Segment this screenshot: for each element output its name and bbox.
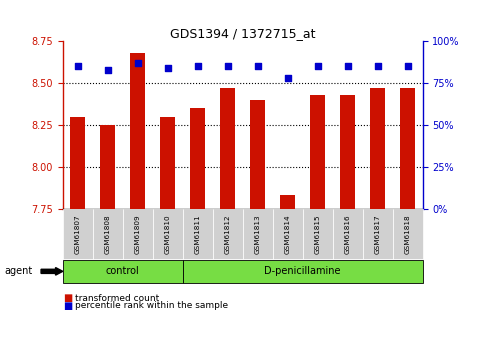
Bar <box>250 100 265 209</box>
Bar <box>370 88 385 209</box>
Text: agent: agent <box>5 266 33 276</box>
Bar <box>400 88 415 209</box>
Point <box>374 64 382 69</box>
Text: GSM61817: GSM61817 <box>375 215 381 254</box>
Bar <box>340 95 355 209</box>
Bar <box>160 117 175 209</box>
Text: percentile rank within the sample: percentile rank within the sample <box>75 301 228 310</box>
Bar <box>190 108 205 209</box>
Text: D-penicillamine: D-penicillamine <box>264 266 341 276</box>
Point <box>194 64 201 69</box>
Text: GSM61809: GSM61809 <box>135 215 141 254</box>
Bar <box>220 88 235 209</box>
Point <box>284 76 292 81</box>
Text: GSM61816: GSM61816 <box>345 215 351 254</box>
Text: GSM61810: GSM61810 <box>165 215 171 254</box>
Point <box>314 64 322 69</box>
Point <box>344 64 352 69</box>
Point <box>134 60 142 66</box>
Point <box>104 67 112 72</box>
Text: GSM61814: GSM61814 <box>284 215 291 254</box>
Bar <box>130 53 145 209</box>
Text: ■: ■ <box>63 301 72 310</box>
Text: GSM61812: GSM61812 <box>225 215 231 254</box>
Text: GSM61808: GSM61808 <box>105 215 111 254</box>
Bar <box>71 117 85 209</box>
Point <box>224 64 231 69</box>
Text: GSM61807: GSM61807 <box>75 215 81 254</box>
Text: GSM61818: GSM61818 <box>405 215 411 254</box>
Text: GSM61815: GSM61815 <box>314 215 321 254</box>
Point <box>74 64 82 69</box>
Point <box>164 66 171 71</box>
Text: ■: ■ <box>63 293 72 303</box>
Bar <box>280 195 295 209</box>
Bar <box>100 125 115 209</box>
Text: control: control <box>106 266 140 276</box>
Bar <box>310 95 325 209</box>
Text: transformed count: transformed count <box>75 294 159 303</box>
Text: GSM61813: GSM61813 <box>255 215 261 254</box>
Point <box>404 64 412 69</box>
Title: GDS1394 / 1372715_at: GDS1394 / 1372715_at <box>170 27 315 40</box>
Point <box>254 64 262 69</box>
Text: GSM61811: GSM61811 <box>195 215 201 254</box>
